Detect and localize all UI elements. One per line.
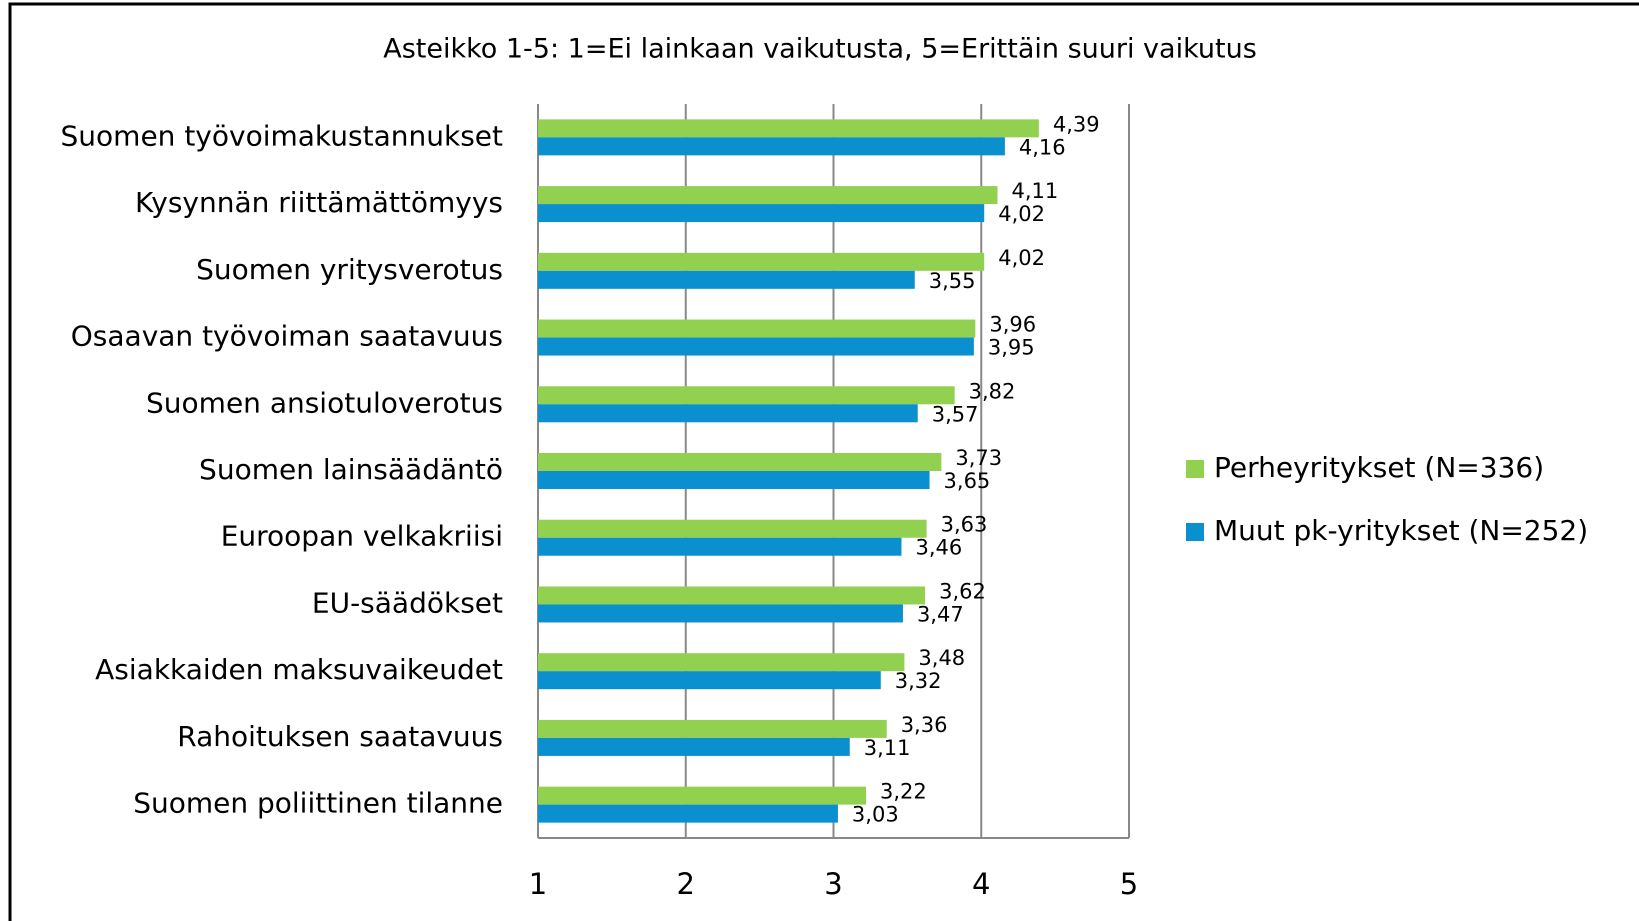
x-tick-label: 3: [824, 867, 842, 901]
bar: [538, 319, 976, 338]
value-label: 4,02: [998, 202, 1045, 226]
x-tick-label: 5: [1120, 867, 1138, 901]
bar: [538, 786, 867, 805]
y-tick-label: EU-säädökset: [312, 586, 503, 619]
bar: [538, 204, 985, 223]
bar: [538, 671, 881, 690]
legend-swatch: [1186, 460, 1204, 478]
value-label: 3,47: [917, 602, 964, 626]
bar: [538, 270, 915, 289]
bar: [538, 137, 1005, 156]
y-tick-label: Suomen yritysverotus: [196, 253, 503, 286]
y-tick-label: Rahoituksen saatavuus: [177, 720, 503, 753]
y-tick-label: Osaavan työvoiman saatavuus: [71, 320, 503, 353]
bar: [538, 186, 998, 205]
bar: [538, 252, 985, 271]
value-label: 4,11: [1012, 179, 1059, 203]
value-label: 4,16: [1019, 135, 1066, 159]
value-label: 3,36: [901, 713, 948, 737]
value-label: 3,03: [852, 803, 899, 827]
value-label: 3,82: [969, 379, 1016, 403]
value-label: 3,32: [895, 669, 942, 693]
bar: [538, 471, 930, 489]
value-label: 3,65: [944, 469, 991, 493]
value-label: 3,46: [915, 536, 962, 560]
y-tick-label: Kysynnän riittämättömyys: [135, 186, 503, 219]
value-label: 3,63: [941, 513, 988, 537]
chart-title: Asteikko 1-5: 1=Ei lainkaan vaikutusta, …: [383, 34, 1257, 65]
value-label: 3,48: [918, 646, 965, 670]
bar: [538, 337, 974, 356]
value-label: 3,57: [932, 402, 979, 426]
bar: [538, 586, 926, 605]
legend-swatch: [1186, 523, 1204, 541]
bar: [538, 519, 927, 538]
value-label: 3,73: [955, 446, 1002, 470]
value-label: 3,11: [864, 736, 911, 760]
legend-label: Perheyritykset (N=336): [1214, 451, 1544, 484]
value-label: 3,62: [939, 579, 986, 603]
y-tick-label: Suomen ansiotuloverotus: [146, 386, 503, 419]
x-tick-label: 2: [677, 867, 695, 901]
y-tick-label: Suomen lainsäädäntö: [199, 453, 503, 486]
x-tick-label: 1: [529, 867, 547, 901]
bar: [538, 453, 942, 471]
bar: [538, 537, 902, 556]
value-label: 4,02: [998, 246, 1045, 270]
y-tick-label: Euroopan velkakriisi: [221, 520, 503, 553]
bar: [538, 653, 905, 672]
value-label: 3,55: [929, 269, 976, 293]
legend-label: Muut pk-yritykset (N=252): [1214, 514, 1588, 547]
bar: [538, 737, 850, 756]
value-label: 3,96: [989, 313, 1036, 337]
value-label: 4,39: [1053, 112, 1100, 136]
value-label: 3,95: [988, 336, 1035, 360]
y-tick-label: Suomen työvoimakustannukset: [61, 119, 503, 152]
value-label: 3,22: [880, 780, 927, 804]
bar: [538, 119, 1039, 138]
bar: [538, 719, 887, 738]
y-tick-label: Suomen poliittinen tilanne: [133, 787, 503, 820]
bar: [538, 404, 918, 423]
y-tick-label: Asiakkaiden maksuvaikeudet: [95, 653, 503, 686]
bar: [538, 386, 955, 405]
x-tick-label: 4: [972, 867, 990, 901]
bar: [538, 604, 903, 623]
bar: [538, 804, 838, 823]
